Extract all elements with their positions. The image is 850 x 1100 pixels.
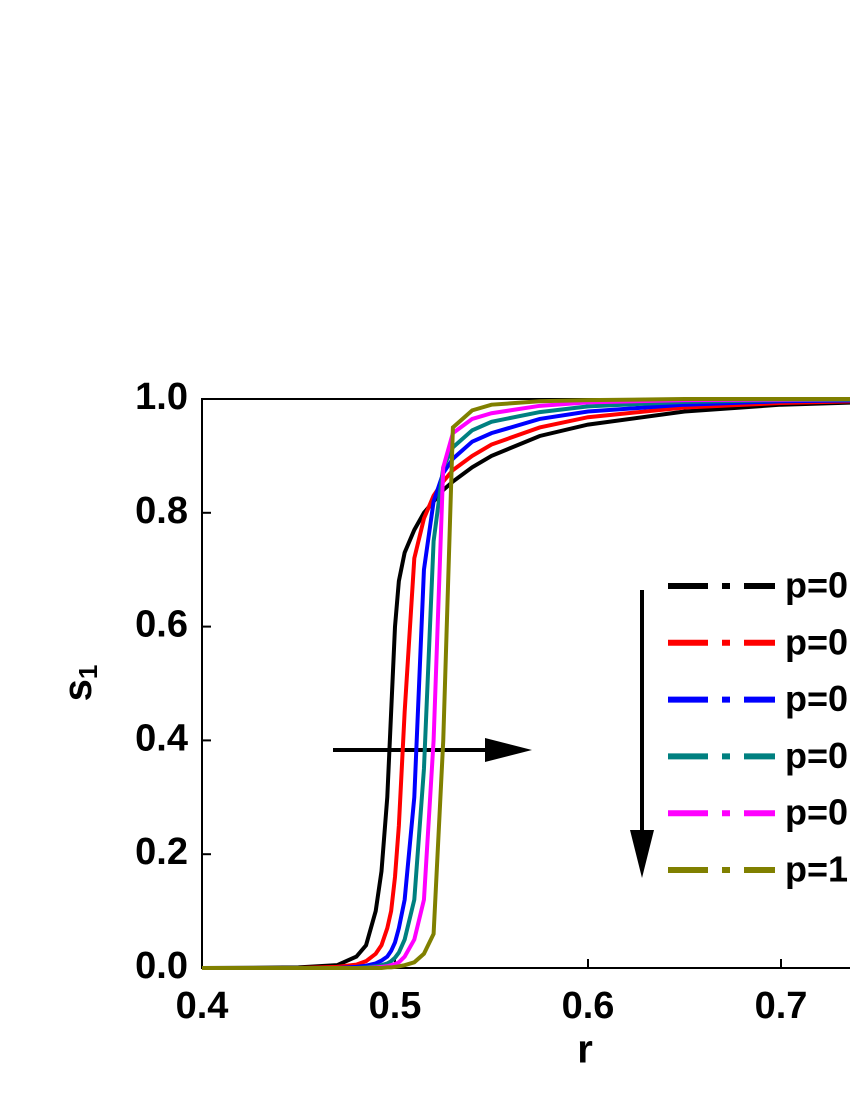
y-tick-label: 0.0 (135, 945, 188, 987)
series-line (202, 397, 850, 970)
legend-label: p=0 (785, 678, 848, 719)
y-tick-label: 0.4 (135, 717, 188, 759)
y-axis-label-sub: 1 (73, 665, 103, 679)
arrow-right (333, 738, 532, 762)
y-tick-label: 0.2 (135, 831, 188, 873)
legend-label: p=0 (785, 621, 848, 662)
plot-frame (201, 398, 850, 969)
x-tick-label: 0.4 (176, 985, 229, 1027)
series-line (202, 397, 850, 970)
legend-label: p=0 (785, 565, 848, 606)
legend-label: p=0 (785, 735, 848, 776)
y-tick-label: 0.8 (135, 490, 188, 532)
x-axis-label: r (577, 1028, 593, 1072)
series-line (201, 400, 850, 970)
series-line (202, 398, 850, 970)
legend-label: p=1 (785, 849, 848, 890)
series-line (202, 397, 850, 970)
x-tick-label: 0.7 (755, 985, 808, 1027)
x-tick-label: 0.5 (369, 985, 422, 1027)
y-tick-label: 0.6 (135, 604, 188, 646)
y-axis-label-main: s (56, 679, 100, 701)
arrow-down (630, 590, 654, 878)
series-line (202, 399, 850, 970)
legend-label: p=0 (785, 792, 848, 833)
y-tick-label: 1.0 (135, 376, 188, 418)
x-tick-label: 0.6 (562, 985, 615, 1027)
y-axis-label: s1 (56, 665, 103, 702)
